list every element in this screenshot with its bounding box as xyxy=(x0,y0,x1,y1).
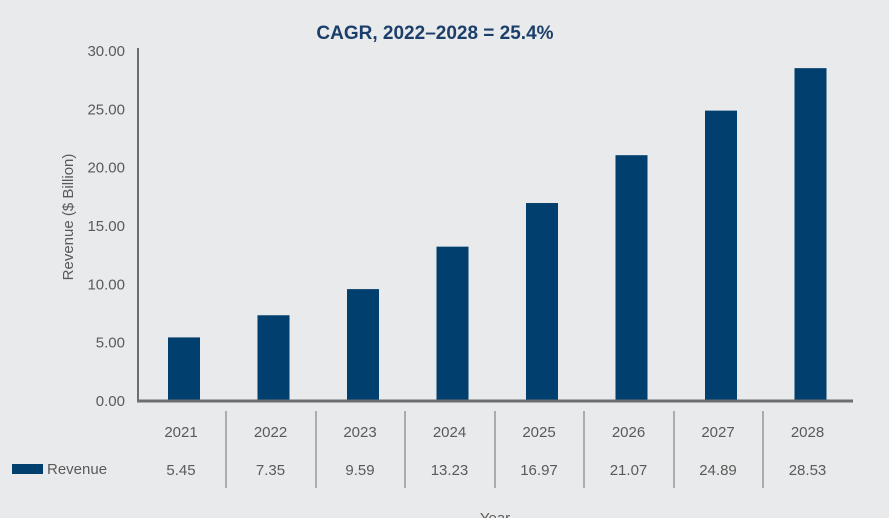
legend-label: Revenue xyxy=(47,461,107,478)
y-tick-label: 30.00 xyxy=(87,43,125,60)
x-tick-label: 2021 xyxy=(164,424,197,441)
x-tick-label: 2026 xyxy=(612,424,645,441)
bar-2026 xyxy=(615,155,648,401)
x-tick-label: 2028 xyxy=(791,424,824,441)
y-tick-label: 25.00 xyxy=(87,101,125,118)
data-label: 7.35 xyxy=(256,462,285,479)
y-tick-label: 0.00 xyxy=(96,393,125,410)
y-tick-label: 5.00 xyxy=(96,335,125,352)
y-tick-label: 10.00 xyxy=(87,276,125,293)
x-tick-label: 2025 xyxy=(522,424,555,441)
bar-2021 xyxy=(168,337,200,401)
bar-2025 xyxy=(526,203,558,401)
y-tick-label: 15.00 xyxy=(87,218,125,235)
data-label: 13.23 xyxy=(431,462,469,479)
data-label: 5.45 xyxy=(166,462,195,479)
x-axis-title: Year xyxy=(480,510,510,518)
y-axis-ticks: 0.00 5.00 10.00 15.00 20.00 25.00 30.00 xyxy=(87,43,125,410)
y-tick-label: 20.00 xyxy=(87,160,125,177)
bar-2023 xyxy=(347,289,379,401)
chart-title: CAGR, 2022–2028 = 25.4% xyxy=(316,23,553,44)
data-table: 2021 5.45 2022 7.35 2023 9.59 2024 13.23 2025 16.… xyxy=(164,411,826,488)
legend-swatch xyxy=(12,464,43,474)
bar-2022 xyxy=(257,315,290,401)
x-tick-label: 2023 xyxy=(343,424,376,441)
x-tick-label: 2024 xyxy=(433,424,466,441)
data-label: 16.97 xyxy=(520,462,558,479)
x-tick-label: 2027 xyxy=(701,424,734,441)
data-label: 24.89 xyxy=(699,462,737,479)
data-label: 28.53 xyxy=(789,462,827,479)
data-label: 21.07 xyxy=(610,462,648,479)
bars xyxy=(168,68,827,402)
bar-2028 xyxy=(794,68,827,402)
x-tick-label: 2022 xyxy=(254,424,287,441)
data-label: 9.59 xyxy=(345,462,374,479)
y-axis-title: Revenue ($ Billion) xyxy=(60,154,77,281)
bar-2027 xyxy=(705,110,737,401)
bar-2024 xyxy=(436,246,469,401)
